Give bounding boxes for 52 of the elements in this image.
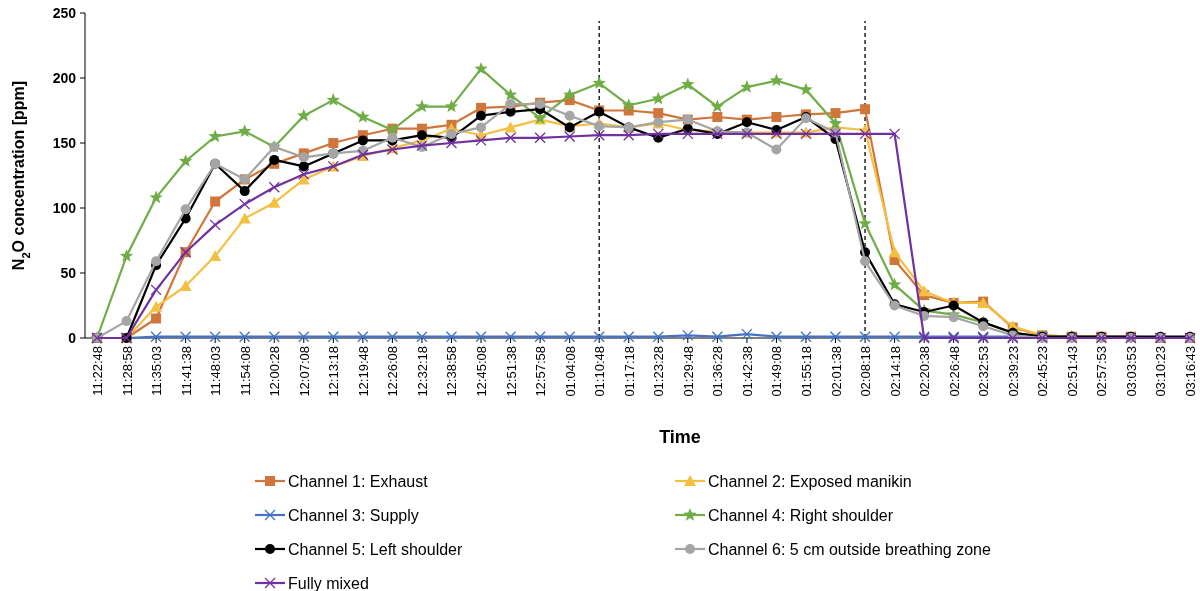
x-tick-label: 01:49:08 (769, 346, 785, 397)
x-tick-label: 12:32:18 (414, 346, 430, 397)
legend-label: Channel 2: Exposed manikin (708, 472, 912, 490)
y-tick-label: 100 (52, 199, 77, 216)
x-tick-label: 12:38:58 (444, 346, 460, 397)
x-tick-label: 12:51:38 (503, 346, 519, 397)
x-tick-label: 03:03:53 (1123, 346, 1139, 397)
x-tick-label: 12:45:08 (474, 346, 490, 397)
x-tick-label: 02:20:38 (917, 346, 933, 397)
x-tick-label: 01:55:18 (798, 346, 814, 397)
x-tick-label: 02:51:43 (1064, 346, 1080, 397)
x-tick-label: 02:01:38 (828, 346, 844, 397)
x-tick-label: 01:42:38 (739, 346, 755, 397)
x-tick-label: 02:32:53 (976, 346, 992, 397)
x-tick-label: 11:28:58 (119, 346, 135, 396)
legend-label: Channel 4: Right shoulder (708, 506, 894, 524)
y-tick-label: 50 (60, 264, 77, 281)
y-tick-label: 200 (52, 69, 77, 86)
y-tick-label: 250 (52, 4, 77, 21)
x-tick-label: 01:36:28 (710, 346, 726, 397)
y-tick-label: 150 (52, 134, 77, 151)
legend-label: Channel 6: 5 cm outside breathing zone (708, 540, 991, 558)
x-tick-label: 03:10:23 (1153, 346, 1169, 397)
legend-label: Channel 3: Supply (288, 506, 419, 524)
x-tick-label: 01:10:48 (592, 346, 608, 397)
x-tick-label: 12:19:48 (355, 346, 371, 397)
x-axis-title: Time (659, 427, 701, 447)
legend-label: Channel 5: Left shoulder (288, 540, 464, 558)
x-tick-label: 01:04:08 (562, 346, 578, 397)
x-tick-label: 11:54:08 (237, 346, 253, 396)
x-tick-label: 02:39:23 (1005, 346, 1021, 397)
x-tick-label: 11:22:48 (90, 346, 105, 396)
x-tick-label: 11:35:03 (149, 346, 165, 396)
x-tick-label: 01:17:18 (621, 346, 637, 397)
x-tick-label: 12:00:28 (267, 346, 283, 397)
x-tick-label: 12:07:08 (296, 346, 312, 397)
x-tick-label: 02:26:48 (946, 346, 962, 397)
x-tick-label: 12:57:58 (533, 346, 549, 397)
x-tick-label: 12:26:08 (385, 346, 401, 397)
x-tick-label: 01:23:28 (651, 346, 667, 397)
x-tick-label: 03:16:43 (1183, 346, 1198, 397)
legend-label: Fully mixed (288, 574, 369, 591)
x-tick-label: 01:29:48 (680, 346, 696, 397)
x-tick-label: 11:41:38 (178, 346, 194, 396)
x-tick-label: 02:14:18 (887, 346, 903, 397)
x-tick-label: 02:57:53 (1094, 346, 1110, 397)
x-tick-label: 02:08:18 (858, 346, 874, 397)
x-tick-label: 11:48:03 (208, 346, 224, 396)
legend-label: Channel 1: Exhaust (288, 472, 429, 490)
y-tick-label: 0 (68, 329, 77, 346)
x-tick-label: 12:13:18 (326, 346, 342, 397)
x-tick-label: 02:45:23 (1035, 346, 1051, 397)
